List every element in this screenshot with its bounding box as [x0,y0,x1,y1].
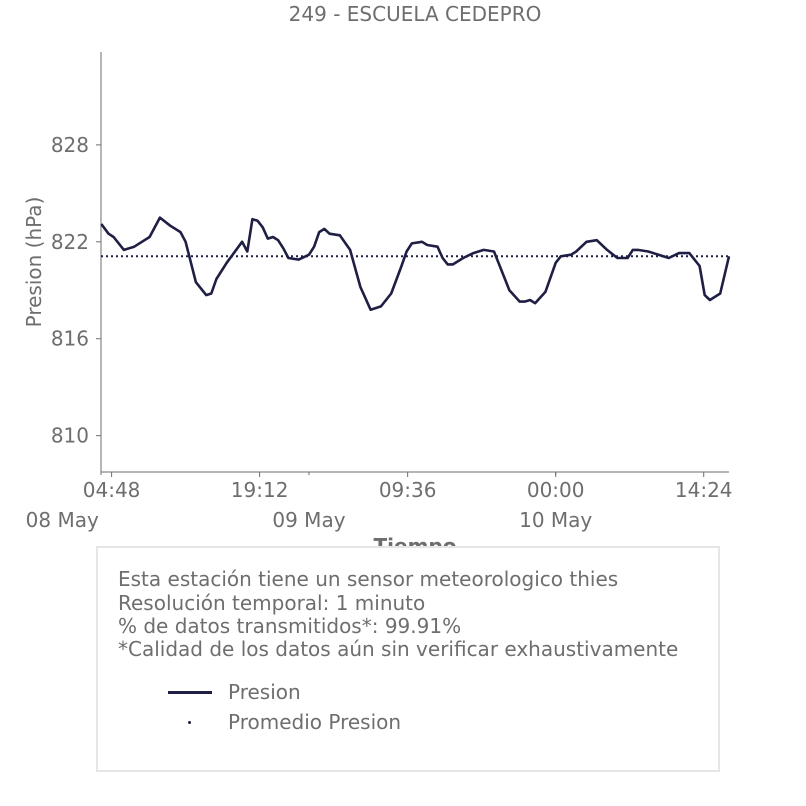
info-sensor: Esta estación tiene un sensor meteorolog… [118,567,619,591]
x-axis-label: Tiempo [374,534,457,546]
pressure-line [100,216,731,312]
x-tick-time-label: 04:48 [83,478,141,502]
legend-line-marker [168,691,212,694]
x-tick-date-label: 08 May [26,508,99,532]
x-tick-date-label: 10 May [519,508,592,532]
legend-item-presion: Presion [168,680,568,704]
y-axis-ticks: 810 816 822 828 [51,133,101,448]
legend-label-promedio: Promedio Presion [228,710,402,734]
info-legend-box: Esta estación tiene un sensor meteorolog… [96,546,720,772]
chart-title: 249 - ESCUELA CEDEPRO [289,2,542,26]
x-tick-time-label: 09:36 [379,478,437,502]
pressure-chart: 249 - ESCUELA CEDEPRO 810 816 822 828 04:48… [22,2,733,546]
legend-dot-marker [188,721,191,724]
y-tick-label: 828 [51,133,89,157]
info-resolution: Resolución temporal: 1 minuto [118,591,426,615]
chart-series [100,216,731,312]
legend-label-presion: Presion [228,680,301,704]
y-tick-label: 816 [51,327,89,351]
y-tick-label: 822 [51,230,89,254]
y-axis-label: Presion (hPa) [22,197,46,328]
info-quality: *Calidad de los datos aún sin verificar … [118,637,679,661]
x-axis-ticks: 04:48 19:12 09:36 00:00 14:24 08 May 09 May 10 … [26,472,733,532]
chart-axes [100,52,729,473]
x-tick-date-label: 09 May [272,508,345,532]
x-tick-time-label: 19:12 [231,478,289,502]
info-transmitted: % de datos transmitidos*: 99.91% [118,614,462,638]
y-tick-label: 810 [51,424,89,448]
x-tick-time-label: 14:24 [675,478,733,502]
x-tick-time-label: 00:00 [527,478,585,502]
legend-item-promedio: Promedio Presion [168,710,568,734]
